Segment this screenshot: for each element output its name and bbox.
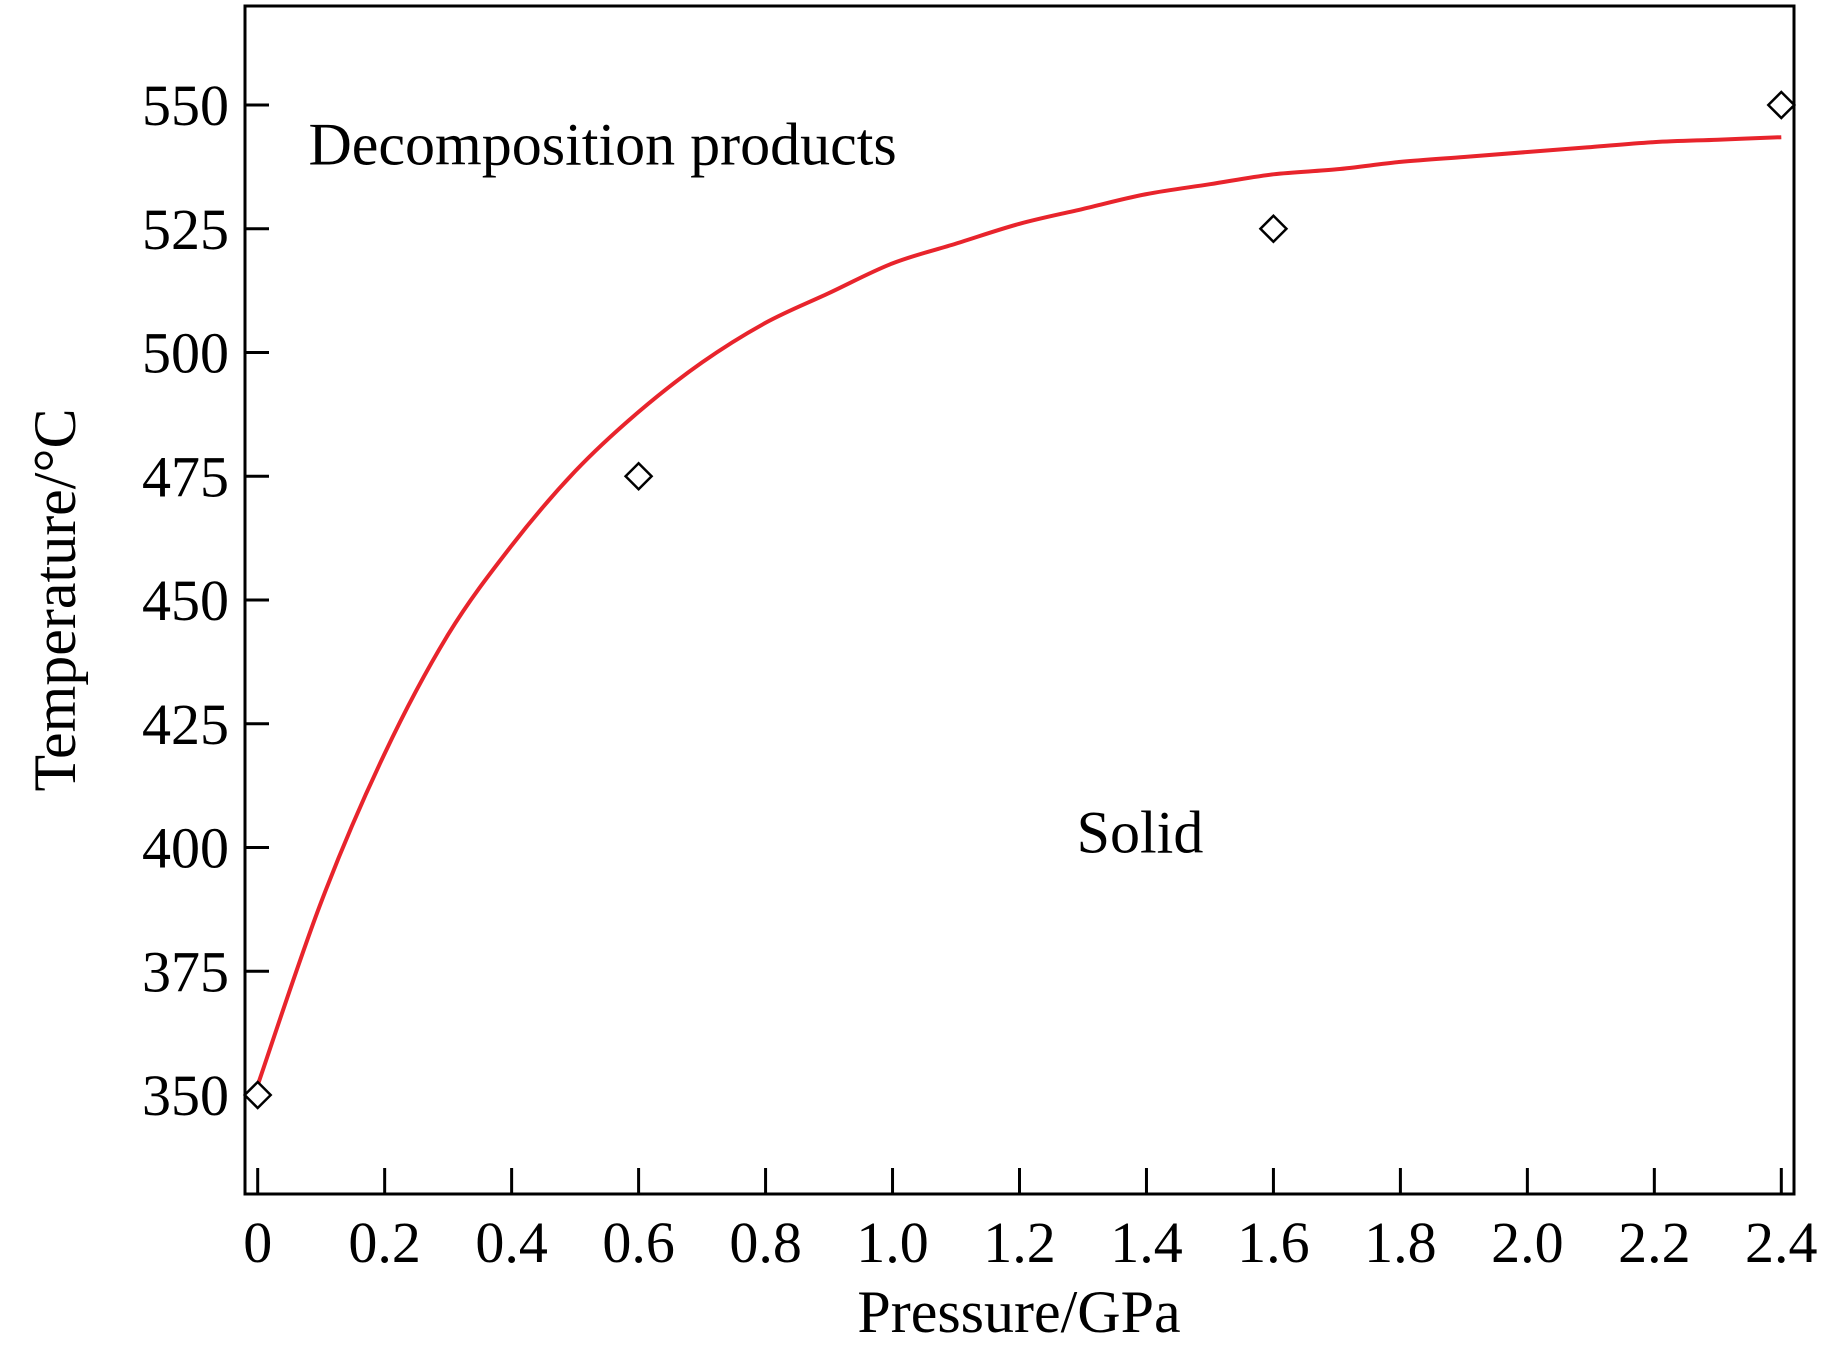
y-tick-label: 450 bbox=[142, 568, 229, 633]
data-point-diamond bbox=[623, 461, 654, 492]
data-point-diamond bbox=[242, 1080, 273, 1110]
x-tick-label: 1.2 bbox=[983, 1210, 1056, 1275]
y-tick-label: 350 bbox=[142, 1063, 229, 1128]
data-point-diamond bbox=[1766, 90, 1797, 120]
x-axis-label: Pressure/GPa bbox=[857, 1279, 1180, 1345]
x-tick-label: 2.0 bbox=[1491, 1210, 1564, 1275]
y-axis-label: Temperature/°C bbox=[22, 409, 88, 792]
y-tick-label: 500 bbox=[142, 321, 229, 386]
x-tick-label: 1.6 bbox=[1237, 1210, 1310, 1275]
y-tick-label: 375 bbox=[142, 939, 229, 1004]
x-tick-label: 0.4 bbox=[475, 1210, 548, 1275]
y-tick-label: 525 bbox=[142, 197, 229, 262]
region-label: Solid bbox=[1077, 799, 1204, 865]
y-tick-label: 550 bbox=[142, 73, 229, 138]
x-axis: 0 0.2 0.4 0.6 0.8 1.0 1.2 1.4 1.6 1.8 2.0 2.2 2.4 bbox=[243, 1168, 1818, 1275]
region-label: Decomposition products bbox=[308, 111, 896, 177]
x-tick-label: 2.2 bbox=[1618, 1210, 1691, 1275]
annotations: Decomposition products Solid bbox=[308, 111, 1203, 865]
x-tick-label: 0.2 bbox=[348, 1210, 421, 1275]
series-layer bbox=[242, 90, 1797, 1110]
y-axis: 350 375 400 425 450 475 500 525 550 bbox=[142, 73, 269, 1128]
x-tick-label: 0.8 bbox=[729, 1210, 802, 1275]
y-tick-label: 425 bbox=[142, 692, 229, 757]
y-tick-label: 475 bbox=[142, 444, 229, 509]
x-tick-label: 1.0 bbox=[856, 1210, 929, 1275]
x-tick-label: 1.4 bbox=[1110, 1210, 1183, 1275]
fit-curve bbox=[255, 135, 1782, 1086]
x-tick-label: 2.4 bbox=[1745, 1210, 1818, 1275]
x-tick-label: 0.6 bbox=[602, 1210, 675, 1275]
x-tick-label: 1.8 bbox=[1364, 1210, 1437, 1275]
x-tick-label: 0 bbox=[243, 1210, 272, 1275]
data-point-diamond bbox=[1258, 213, 1289, 244]
y-tick-label: 400 bbox=[142, 816, 229, 881]
